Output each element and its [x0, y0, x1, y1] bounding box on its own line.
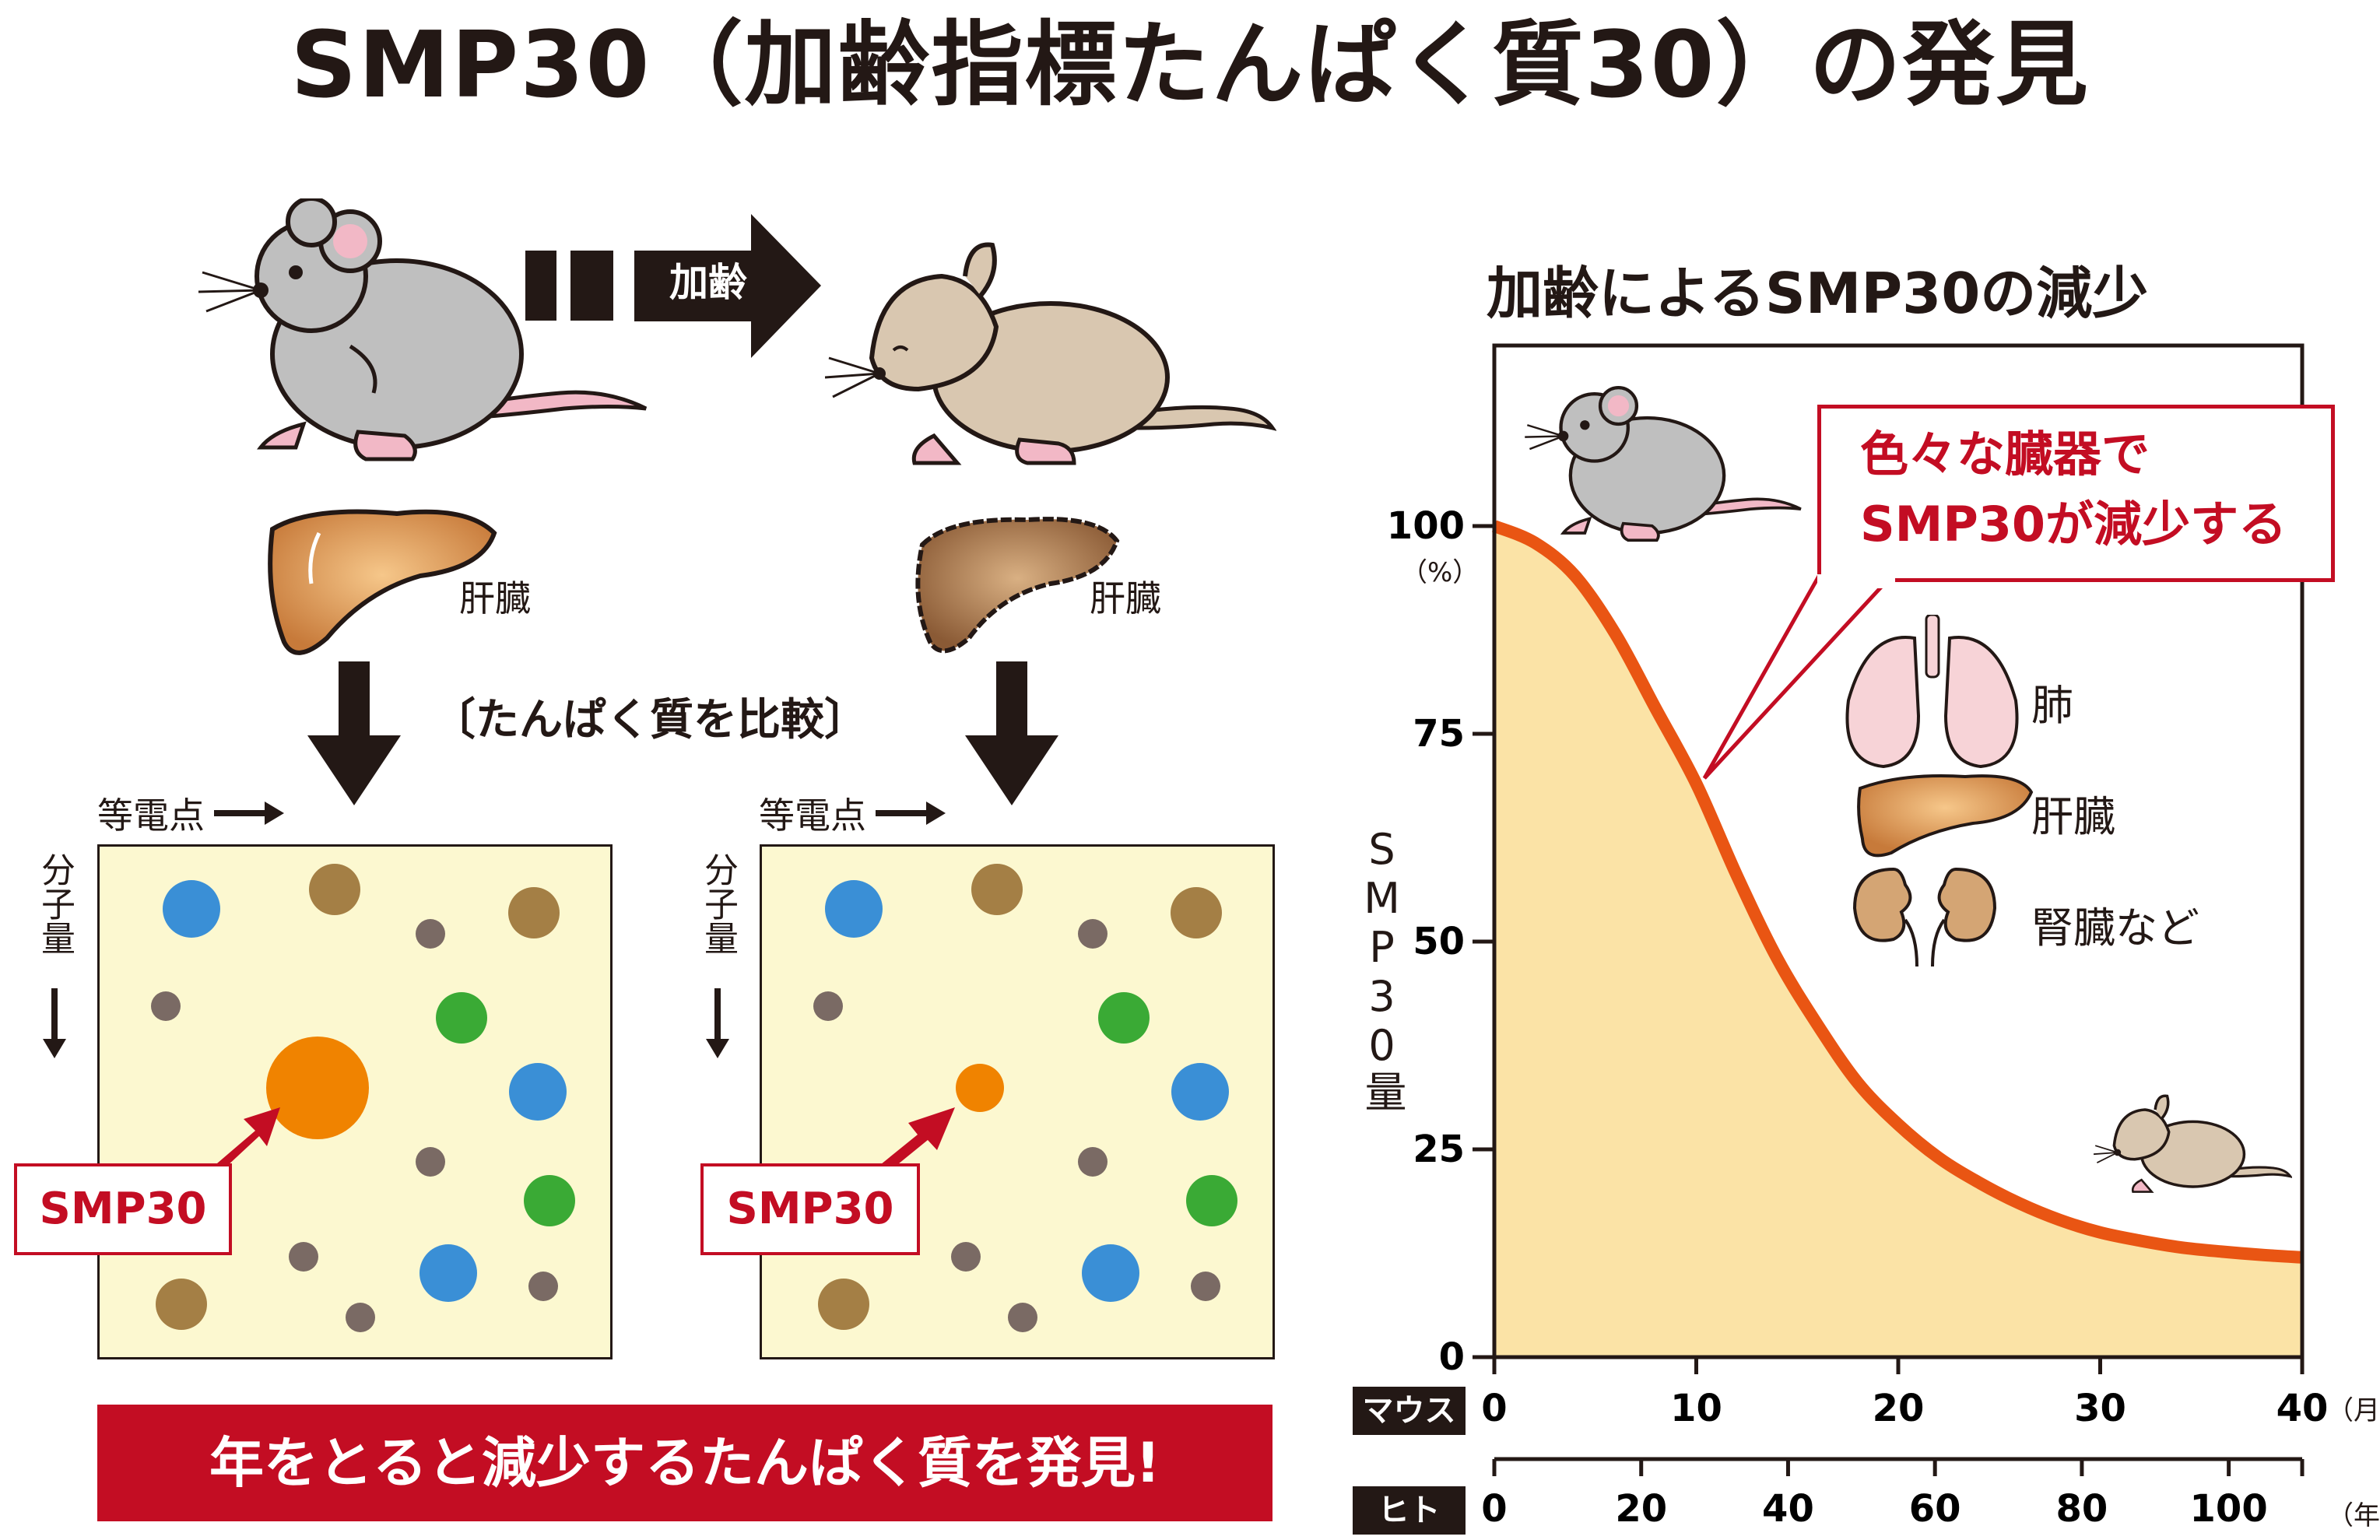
- x-tick-label-mouse: 0: [1481, 1387, 1507, 1430]
- young-mouse-illustration: [1525, 385, 1802, 542]
- down-arrow-icon: [965, 661, 1058, 805]
- protein-spot: [971, 864, 1023, 915]
- liver-young-icon: [268, 509, 497, 655]
- series-line: [1491, 520, 2303, 1264]
- x-tick-label-mouse: 40: [2276, 1387, 2329, 1430]
- liver-old-icon: [915, 517, 1120, 654]
- protein-spot: [346, 1303, 375, 1332]
- right-arrow-icon: [876, 802, 946, 825]
- x-tick-label-human: 20: [1615, 1487, 1667, 1531]
- protein-spot: [1078, 1147, 1108, 1177]
- aging-arrow-icon: [634, 214, 821, 358]
- protein-spots: [151, 864, 575, 1332]
- protein-spot: [416, 919, 445, 949]
- protein-spot: [1171, 887, 1222, 938]
- protein-spot: [419, 1244, 477, 1302]
- protein-spot: [436, 992, 487, 1044]
- down-arrow-icon: [43, 988, 66, 1058]
- aging-arrow-label: 加齢: [669, 260, 747, 305]
- organ-label-young: 肝臓: [459, 577, 531, 619]
- gel-young: [97, 844, 613, 1359]
- x-axis-unit-mouse: （月）: [2327, 1395, 2380, 1426]
- x-tick-label-mouse: 30: [2074, 1387, 2126, 1430]
- young-mouse-illustration: [198, 198, 648, 461]
- liver-icon: [1857, 774, 2034, 858]
- smp30-label-box: SMP30: [700, 1163, 920, 1255]
- molecular-weight-label: 分子量: [35, 852, 75, 955]
- x-tick-label-human: 60: [1909, 1487, 1961, 1531]
- protein-spot: [508, 887, 560, 938]
- y-tick-label: 100: [1387, 504, 1465, 548]
- lung-icon: [1845, 615, 2019, 769]
- isoelectric-label: 等電点: [97, 795, 205, 837]
- protein-spot: [813, 991, 843, 1021]
- protein-spot: [416, 1147, 445, 1177]
- callout-box: 色々な臓器で SMP30が減少する: [1817, 405, 2335, 582]
- x-tick-label-mouse: 10: [1670, 1387, 1722, 1430]
- protein-spot: [509, 1063, 567, 1121]
- x-tick-label-human: 40: [1762, 1487, 1814, 1531]
- organ-label-lung: 肺: [2031, 681, 2073, 730]
- old-mouse-illustration: [825, 242, 1276, 465]
- x-axis-tag-mouse: マウス: [1353, 1387, 1466, 1435]
- y-tick-label: 25: [1413, 1128, 1465, 1171]
- down-arrow-icon: [706, 988, 729, 1058]
- right-arrow-icon: [214, 802, 284, 825]
- organ-label-liver: 肝臓: [2031, 792, 2115, 841]
- y-axis-unit: （%）: [1401, 557, 1480, 588]
- x-ticks-mouse: 0 10 20 30 40: [1481, 1357, 2328, 1430]
- protein-spot: [1186, 1175, 1237, 1226]
- x-tick-label-human: 0: [1481, 1487, 1507, 1531]
- smp30-spot: [266, 1037, 369, 1139]
- y-tick-label: 75: [1413, 712, 1465, 756]
- x-tick-label-human: 100: [2190, 1487, 2268, 1531]
- smp30-label-box: SMP30: [14, 1163, 232, 1255]
- protein-spot: [1082, 1244, 1139, 1302]
- protein-spot: [163, 880, 220, 938]
- x-axis-tag-human: ヒト: [1353, 1486, 1466, 1535]
- y-tick-label: 0: [1439, 1335, 1465, 1379]
- aging-arrow-dash-2: [570, 251, 613, 321]
- discovery-banner: 年をとると減少するたんぱく質を発見!: [97, 1405, 1272, 1521]
- y-ticks: 0 25 50 75 100: [1387, 504, 1494, 1379]
- protein-spot: [528, 1272, 558, 1301]
- protein-spot: [1078, 919, 1108, 949]
- protein-spot: [289, 1242, 318, 1272]
- isoelectric-axis-label-1: 等電点: [97, 788, 284, 839]
- x-tick-label-mouse: 20: [1873, 1387, 1925, 1430]
- aging-arrow-dash-1: [525, 251, 556, 321]
- isoelectric-axis-label-2: 等電点: [759, 788, 946, 839]
- kidney-icon: [1852, 867, 1997, 966]
- gel-old: [760, 844, 1275, 1359]
- area-fill: [1494, 526, 2302, 1357]
- protein-spot: [1171, 1063, 1229, 1121]
- page-title: SMP30（加齢指標たんぱく質30）の発見: [290, 11, 2090, 118]
- down-arrow-icon: [307, 661, 401, 805]
- protein-spot: [1191, 1272, 1220, 1301]
- protein-spot: [309, 864, 360, 915]
- protein-spot: [156, 1279, 207, 1330]
- protein-spot: [1098, 992, 1150, 1044]
- y-axis-label: SMP30量: [1357, 825, 1406, 1112]
- old-mouse-illustration: [2094, 1094, 2292, 1193]
- y-tick-label: 50: [1413, 920, 1465, 963]
- chart-title: 加齢によるSMP30の減少: [1487, 261, 2149, 326]
- smp30-spot: [956, 1064, 1004, 1112]
- protein-spot: [151, 991, 181, 1021]
- protein-spot: [524, 1175, 575, 1226]
- x-axis-unit-human: （年）: [2327, 1500, 2380, 1531]
- organ-label-old: 肝臓: [1090, 577, 1161, 619]
- molecular-weight-label: 分子量: [698, 852, 738, 955]
- protein-spots: [813, 864, 1237, 1332]
- organ-label-kidney: 腎臓など: [2031, 903, 2199, 952]
- x-ticks-human: 0 20 40 60 80 100: [1481, 1457, 2305, 1531]
- protein-spot: [818, 1279, 869, 1330]
- protein-spot: [951, 1242, 981, 1272]
- isoelectric-label: 等電点: [759, 795, 866, 837]
- protein-spot: [825, 880, 883, 938]
- callout-gap: [1817, 574, 1895, 588]
- x-tick-label-human: 80: [2056, 1487, 2108, 1531]
- protein-spot: [1008, 1303, 1037, 1332]
- compare-label: 〔たんぱく質を比較〕: [432, 695, 868, 745]
